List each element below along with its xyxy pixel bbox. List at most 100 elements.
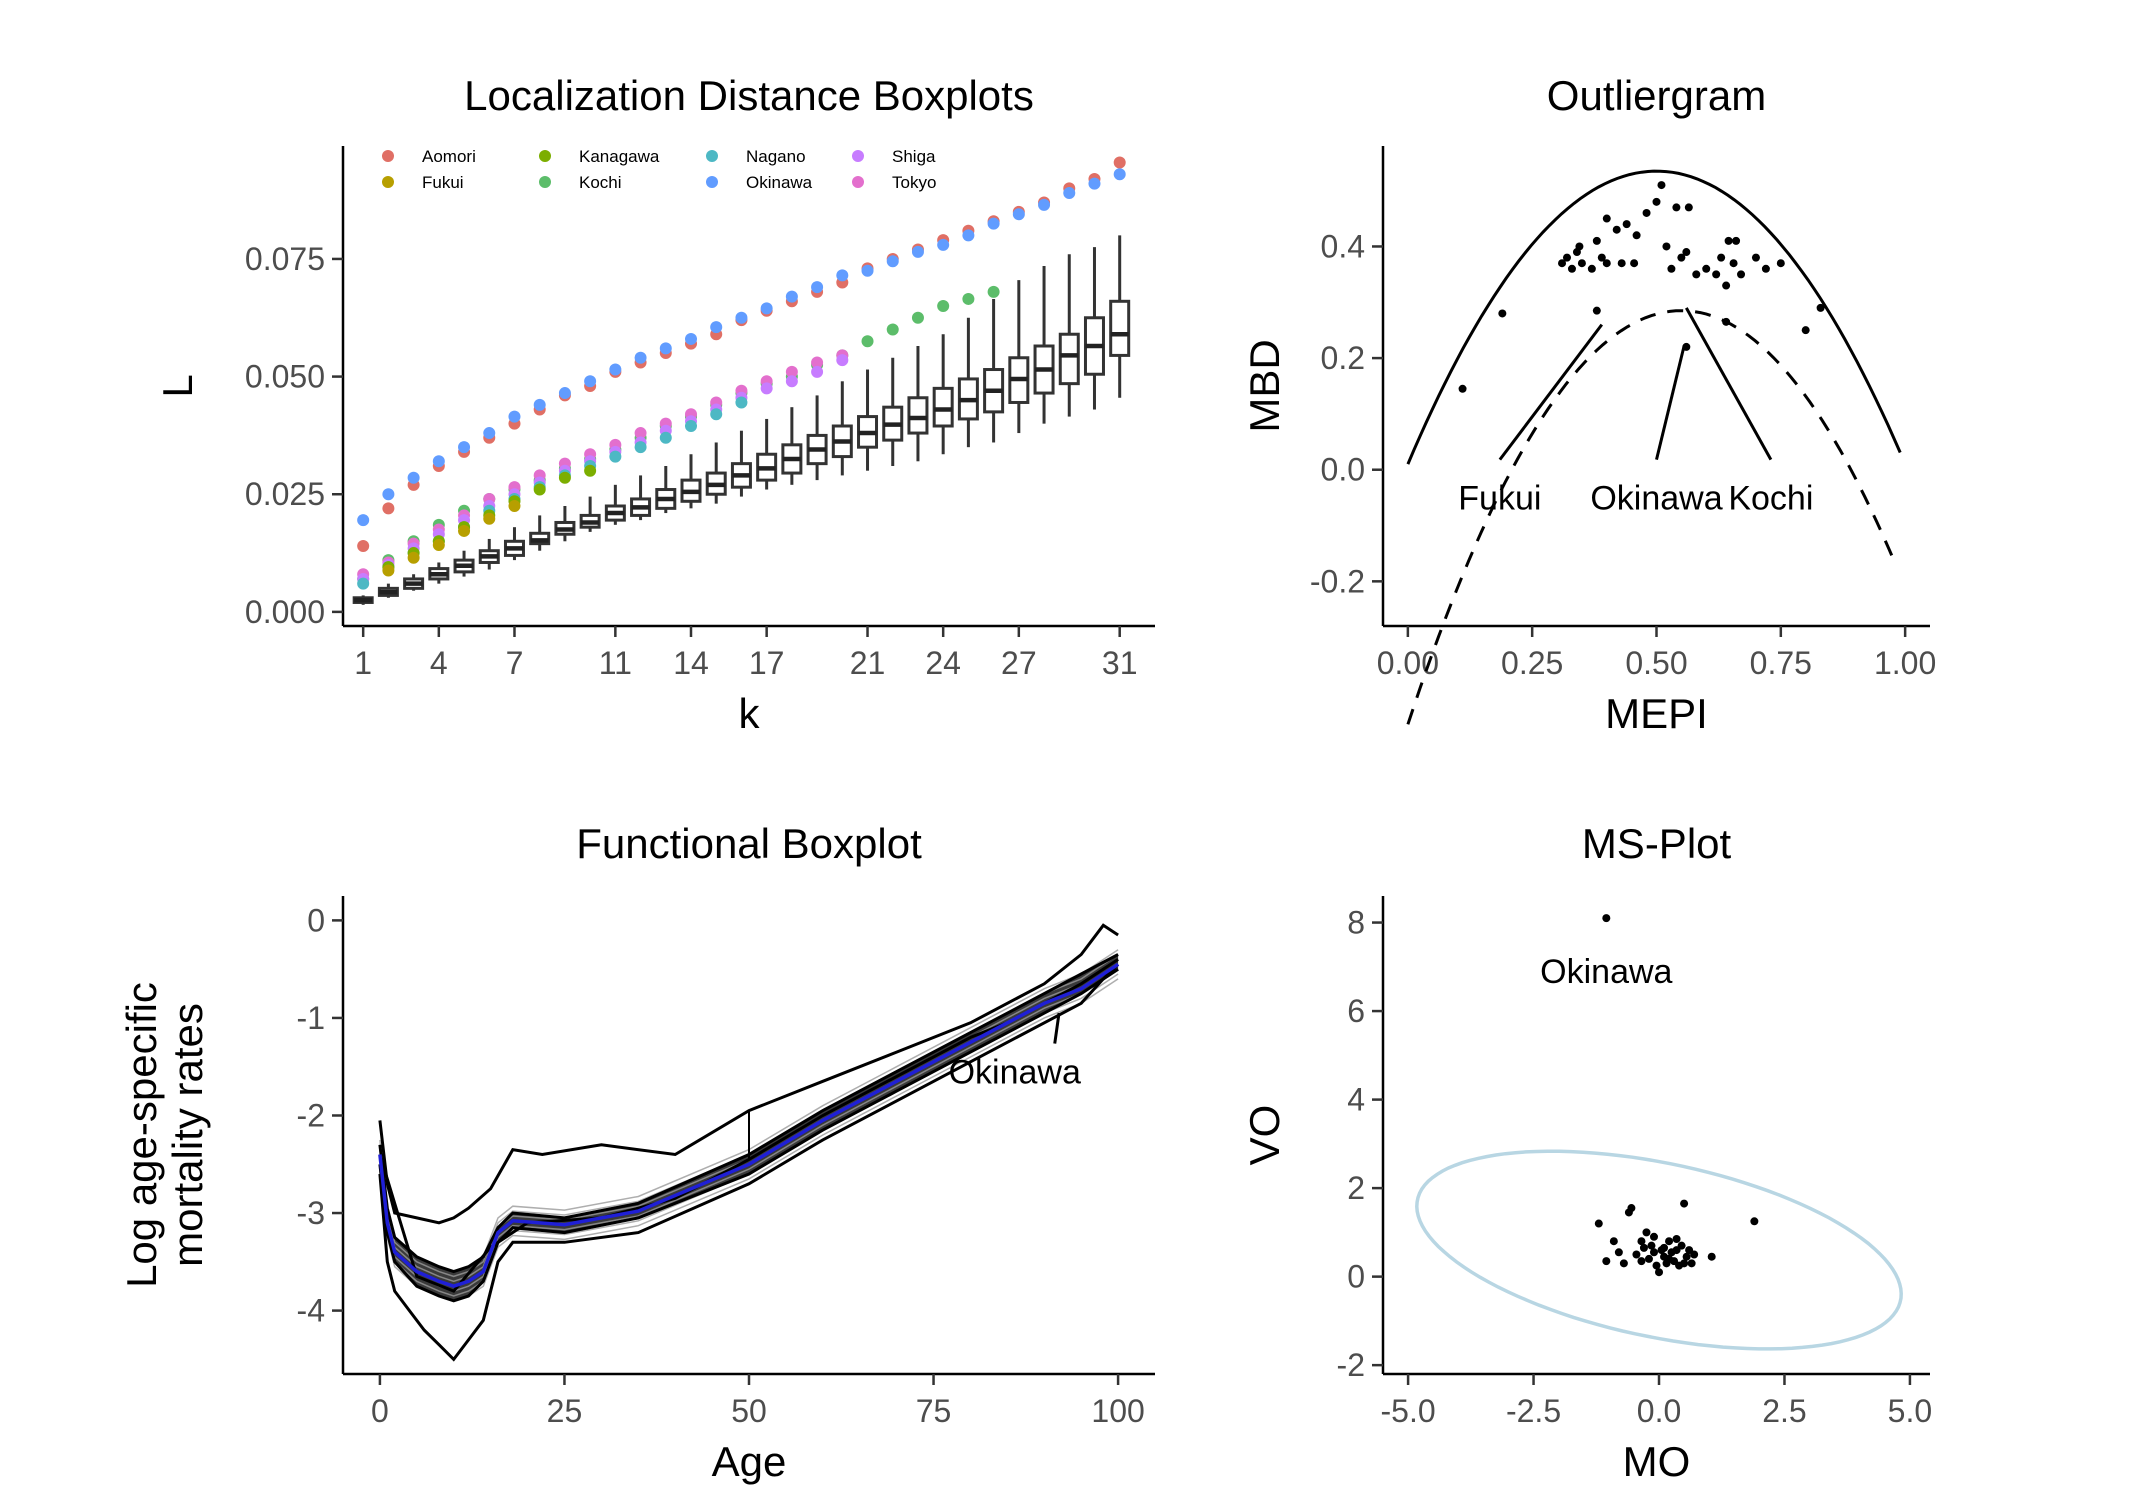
y-tick-label: -1 xyxy=(297,1000,325,1036)
point-nagano xyxy=(357,577,370,590)
x-axis-title: MEPI xyxy=(1605,690,1708,737)
x-tick-label: 17 xyxy=(749,645,785,681)
point-okinawa xyxy=(558,387,571,400)
x-tick-label: 1 xyxy=(354,645,372,681)
ms-point xyxy=(1660,1243,1669,1252)
point-aomori xyxy=(357,540,370,552)
annotation-line-okinawa xyxy=(1053,1012,1061,1044)
point-okinawa xyxy=(735,311,748,324)
ms-point xyxy=(1652,1261,1661,1270)
y-tick-label: 0.075 xyxy=(245,241,325,277)
legend-label-aomori: Aomori xyxy=(422,147,476,166)
y-tick-label: 0.025 xyxy=(245,476,325,512)
ms-point xyxy=(1665,1237,1674,1246)
point-tokyo xyxy=(811,356,824,369)
point-okinawa xyxy=(836,269,849,282)
outliergram-point xyxy=(1722,317,1731,326)
annotation-kochi: Kochi xyxy=(1728,480,1813,518)
point-okinawa xyxy=(659,342,672,355)
x-tick-label: 100 xyxy=(1091,1393,1144,1429)
ms-point xyxy=(1690,1250,1699,1259)
outliergram-point xyxy=(1724,236,1733,245)
y-axis-title: Log age-specificmortality rates xyxy=(118,982,211,1288)
point-nagano xyxy=(735,396,748,409)
point-okinawa xyxy=(785,290,798,303)
point-okinawa xyxy=(407,471,420,484)
point-okinawa xyxy=(685,332,697,345)
x-tick-label: 0.75 xyxy=(1750,645,1812,681)
ms-point xyxy=(1665,1254,1674,1263)
ms-point xyxy=(1609,1237,1618,1246)
ms-point xyxy=(1707,1252,1716,1261)
outliergram-point xyxy=(1677,253,1686,262)
annotation-line-fukui xyxy=(1498,323,1603,461)
point-nagano xyxy=(710,408,723,421)
panel-title: MS-Plot xyxy=(1582,820,1732,867)
outliergram-point xyxy=(1642,208,1651,217)
annotation-okinawa: Okinawa xyxy=(1540,953,1672,991)
outliergram-point xyxy=(1577,259,1586,268)
legend-label-shiga: Shiga xyxy=(892,147,936,166)
y-axis-title: L xyxy=(154,374,201,397)
ms-point xyxy=(1624,1208,1633,1217)
ms-point xyxy=(1637,1257,1646,1266)
y-tick-label: 4 xyxy=(1347,1082,1365,1118)
legend-label-fukui: Fukui xyxy=(422,173,464,192)
legend-key-kanagawa xyxy=(539,150,551,162)
legend-key-okinawa xyxy=(706,176,718,188)
x-axis-title: MO xyxy=(1623,1438,1691,1485)
outliergram-point xyxy=(1682,248,1691,257)
ms-point xyxy=(1680,1259,1689,1268)
box-iqr xyxy=(1109,299,1131,357)
outliergram-point xyxy=(1558,259,1567,268)
legend-label-kochi: Kochi xyxy=(579,173,622,192)
point-okinawa xyxy=(584,375,597,388)
outliergram-point xyxy=(1801,326,1810,335)
point-okinawa xyxy=(508,410,521,423)
box-iqr xyxy=(1058,332,1080,386)
point-okinawa xyxy=(432,455,445,468)
x-tick-label: 2.5 xyxy=(1762,1393,1806,1429)
ellipse xyxy=(1415,1149,1903,1351)
panel-functional-boxplot: 0 25 50 75 100 -4 -3 -2 -1 0 Functional Boxplot Age… xyxy=(118,820,1155,1485)
point-aomori xyxy=(382,502,395,515)
y-tick-label: 0.4 xyxy=(1321,228,1365,264)
x-tick-label: 5.0 xyxy=(1888,1393,1932,1429)
panel-outliergram: 0.00 0.25 0.50 0.75 1.00-0.20.00.20.4Outlier… xyxy=(1241,72,1936,737)
x-axis-title: k xyxy=(739,690,761,737)
y-tick-label: 0.0 xyxy=(1321,452,1365,488)
point-kochi xyxy=(962,292,975,305)
point-tokyo xyxy=(785,365,798,378)
outliergram-point xyxy=(1737,270,1746,279)
ms-point xyxy=(1655,1268,1664,1277)
x-tick-label: 0.50 xyxy=(1625,645,1687,681)
point-okinawa xyxy=(962,229,975,242)
point-kanagawa xyxy=(533,483,546,496)
outliergram-point xyxy=(1617,259,1626,268)
box-iqr xyxy=(932,386,954,428)
y-tick-label: 8 xyxy=(1347,905,1365,941)
annotation-fukui: Fukui xyxy=(1458,480,1541,518)
outliergram-point xyxy=(1751,253,1760,262)
point-fukui xyxy=(483,512,496,525)
legend-key-tokyo xyxy=(852,176,864,188)
x-tick-label: 4 xyxy=(430,645,448,681)
outliergram-point xyxy=(1672,203,1681,212)
ms-point xyxy=(1614,1248,1623,1257)
outliergram-point xyxy=(1622,220,1631,229)
lower-parabola xyxy=(1406,309,1897,725)
legend-label-okinawa: Okinawa xyxy=(746,173,813,192)
outliergram-point xyxy=(1729,259,1738,268)
point-kochi xyxy=(987,285,1000,298)
legend-label-tokyo: Tokyo xyxy=(892,173,936,192)
point-okinawa xyxy=(1063,187,1076,200)
point-kanagawa xyxy=(558,471,571,484)
outliergram-point xyxy=(1662,242,1671,251)
annotation-okinawa: Okinawa xyxy=(1590,480,1722,518)
curve-lower-box xyxy=(378,967,1119,1303)
curve-lower-envelope xyxy=(378,963,1120,1362)
ms-point xyxy=(1632,1250,1641,1259)
legend-key-fukui xyxy=(382,176,394,188)
x-tick-label: 7 xyxy=(506,645,524,681)
